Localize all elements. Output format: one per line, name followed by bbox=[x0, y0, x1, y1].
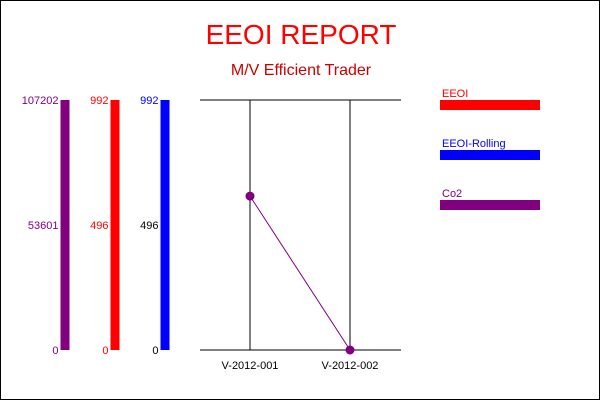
axis-tick-label: 496 bbox=[90, 220, 108, 232]
axis-tick-label: 496 bbox=[140, 220, 158, 232]
axis-tick-label: 992 bbox=[90, 95, 108, 107]
legend-label: EEOI-Rolling bbox=[442, 138, 506, 150]
data-point bbox=[245, 191, 255, 201]
axis-bar-co2 bbox=[60, 100, 70, 350]
axis-tick-label: 0 bbox=[52, 345, 58, 357]
legend-swatch bbox=[440, 150, 540, 160]
axis-tick-label: 107202 bbox=[22, 95, 59, 107]
legend-swatch bbox=[440, 200, 540, 210]
chart-subtitle: M/V Efficient Trader bbox=[230, 62, 372, 79]
series-line-co2 bbox=[249, 195, 351, 351]
axis-tick-label: 992 bbox=[140, 95, 158, 107]
axis-tick-label: 53601 bbox=[28, 220, 59, 232]
legend-label: EEOI bbox=[442, 88, 468, 100]
axis-tick-label: 0 bbox=[152, 345, 158, 357]
legend-swatch bbox=[440, 100, 540, 110]
legend-label: Co2 bbox=[442, 188, 462, 200]
data-point bbox=[345, 345, 355, 355]
axis-bar-eeoi bbox=[110, 100, 120, 350]
axis-tick-label: 0 bbox=[102, 345, 108, 357]
x-tick-label: V-2012-002 bbox=[322, 360, 379, 372]
chart-title: EEOI REPORT bbox=[205, 19, 397, 50]
x-tick-label: V-2012-001 bbox=[222, 360, 279, 372]
axis-bar-eeoi-rolling bbox=[160, 100, 170, 350]
